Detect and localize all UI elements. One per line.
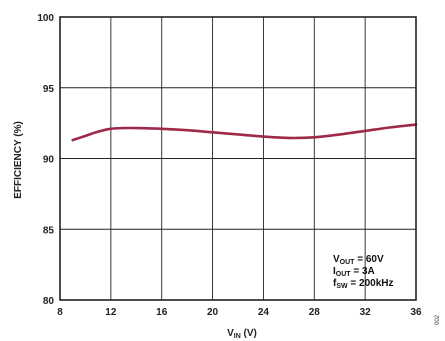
y-tick-label: 90 <box>43 155 55 166</box>
x-tick-label: 8 <box>57 307 63 318</box>
x-tick-label: 32 <box>360 307 372 318</box>
y-axis-label: EFFICIENCY (%) <box>13 121 24 199</box>
y-tick-label: 100 <box>37 13 54 24</box>
y-tick-label: 95 <box>43 84 55 95</box>
annotation-iout: IOUT = 3A <box>333 266 375 278</box>
x-tick-label: 16 <box>156 307 168 318</box>
x-axis-label: VIN (V) <box>227 328 257 340</box>
x-tick-label: 12 <box>105 307 117 318</box>
condition-annotation: VOUT = 60V IOUT = 3A fSW = 200kHz <box>333 254 394 290</box>
figure-id: 002 <box>435 314 441 325</box>
efficiency-curve <box>73 125 416 141</box>
y-tick-label: 80 <box>43 296 55 307</box>
x-tick-label: 20 <box>207 307 219 318</box>
x-tick-label: 24 <box>258 307 270 318</box>
x-tick-label: 36 <box>410 307 422 318</box>
y-tick-label: 85 <box>43 225 55 236</box>
annotation-fsw: fSW = 200kHz <box>333 278 394 290</box>
x-tick-label: 28 <box>309 307 321 318</box>
annotation-vout: VOUT = 60V <box>333 254 384 266</box>
